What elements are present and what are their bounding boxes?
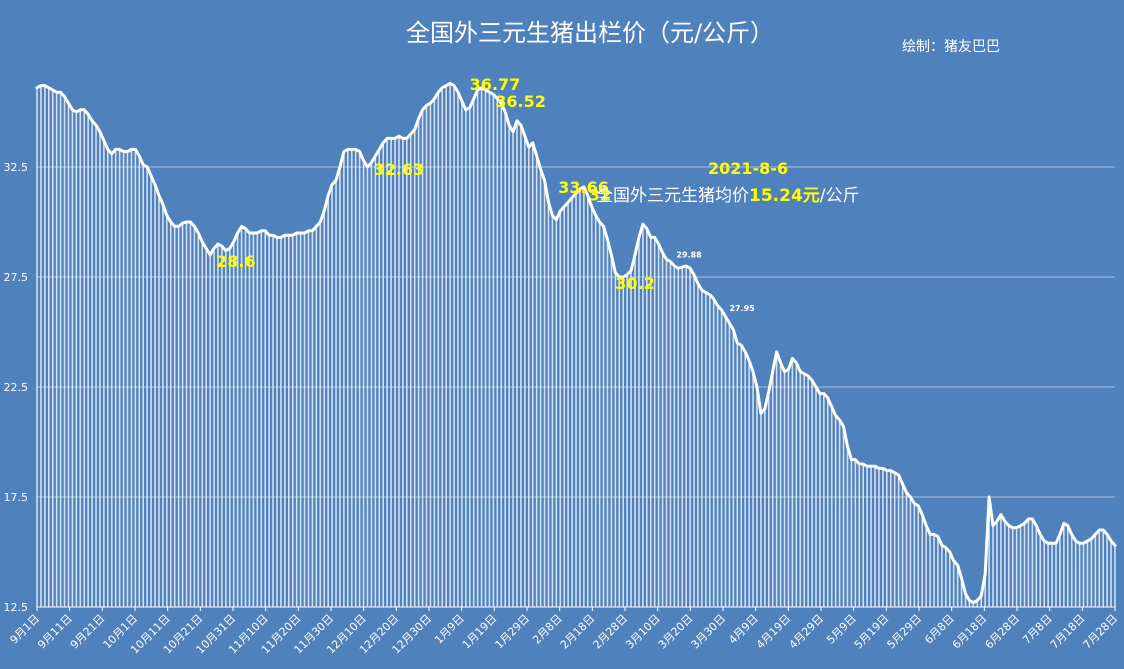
data-label: 32.63 — [373, 160, 424, 179]
price-line — [35, 81, 1117, 605]
annotation-value: 15.24元 — [749, 186, 820, 206]
data-label: 30.2 — [615, 274, 654, 293]
data-label: 27.95 — [729, 304, 755, 313]
y-tick-label: 17.5 — [4, 491, 29, 504]
chart-title: 全国外三元生猪出栏价（元/公斤） — [406, 19, 774, 47]
y-tick-label: 27.5 — [4, 271, 29, 284]
annotation-prefix: 全国外三元生猪均价 — [596, 186, 749, 206]
data-label: 32 — [589, 186, 611, 205]
chart-credit: 绘制：猪友巴巴 — [902, 39, 1000, 55]
annotation-date: 2021-8-6 — [708, 159, 788, 178]
value-bars — [36, 83, 1116, 607]
y-tick-label: 22.5 — [4, 381, 29, 394]
data-label: 33.66 — [558, 178, 609, 197]
data-label: 29.88 — [676, 251, 702, 260]
y-tick-label: 32.5 — [4, 161, 29, 174]
annotation-text: 全国外三元生猪均价15.24元/公斤 — [596, 186, 860, 206]
annotation-suffix: /公斤 — [820, 186, 860, 206]
data-label: 28.6 — [216, 252, 255, 271]
y-axis-ticks: 12.5 17.5 22.5 27.5 32.5 — [4, 161, 29, 614]
data-label: 36.52 — [495, 92, 546, 111]
data-label: 36.77 — [470, 75, 521, 94]
y-tick-label: 12.5 — [4, 601, 29, 614]
